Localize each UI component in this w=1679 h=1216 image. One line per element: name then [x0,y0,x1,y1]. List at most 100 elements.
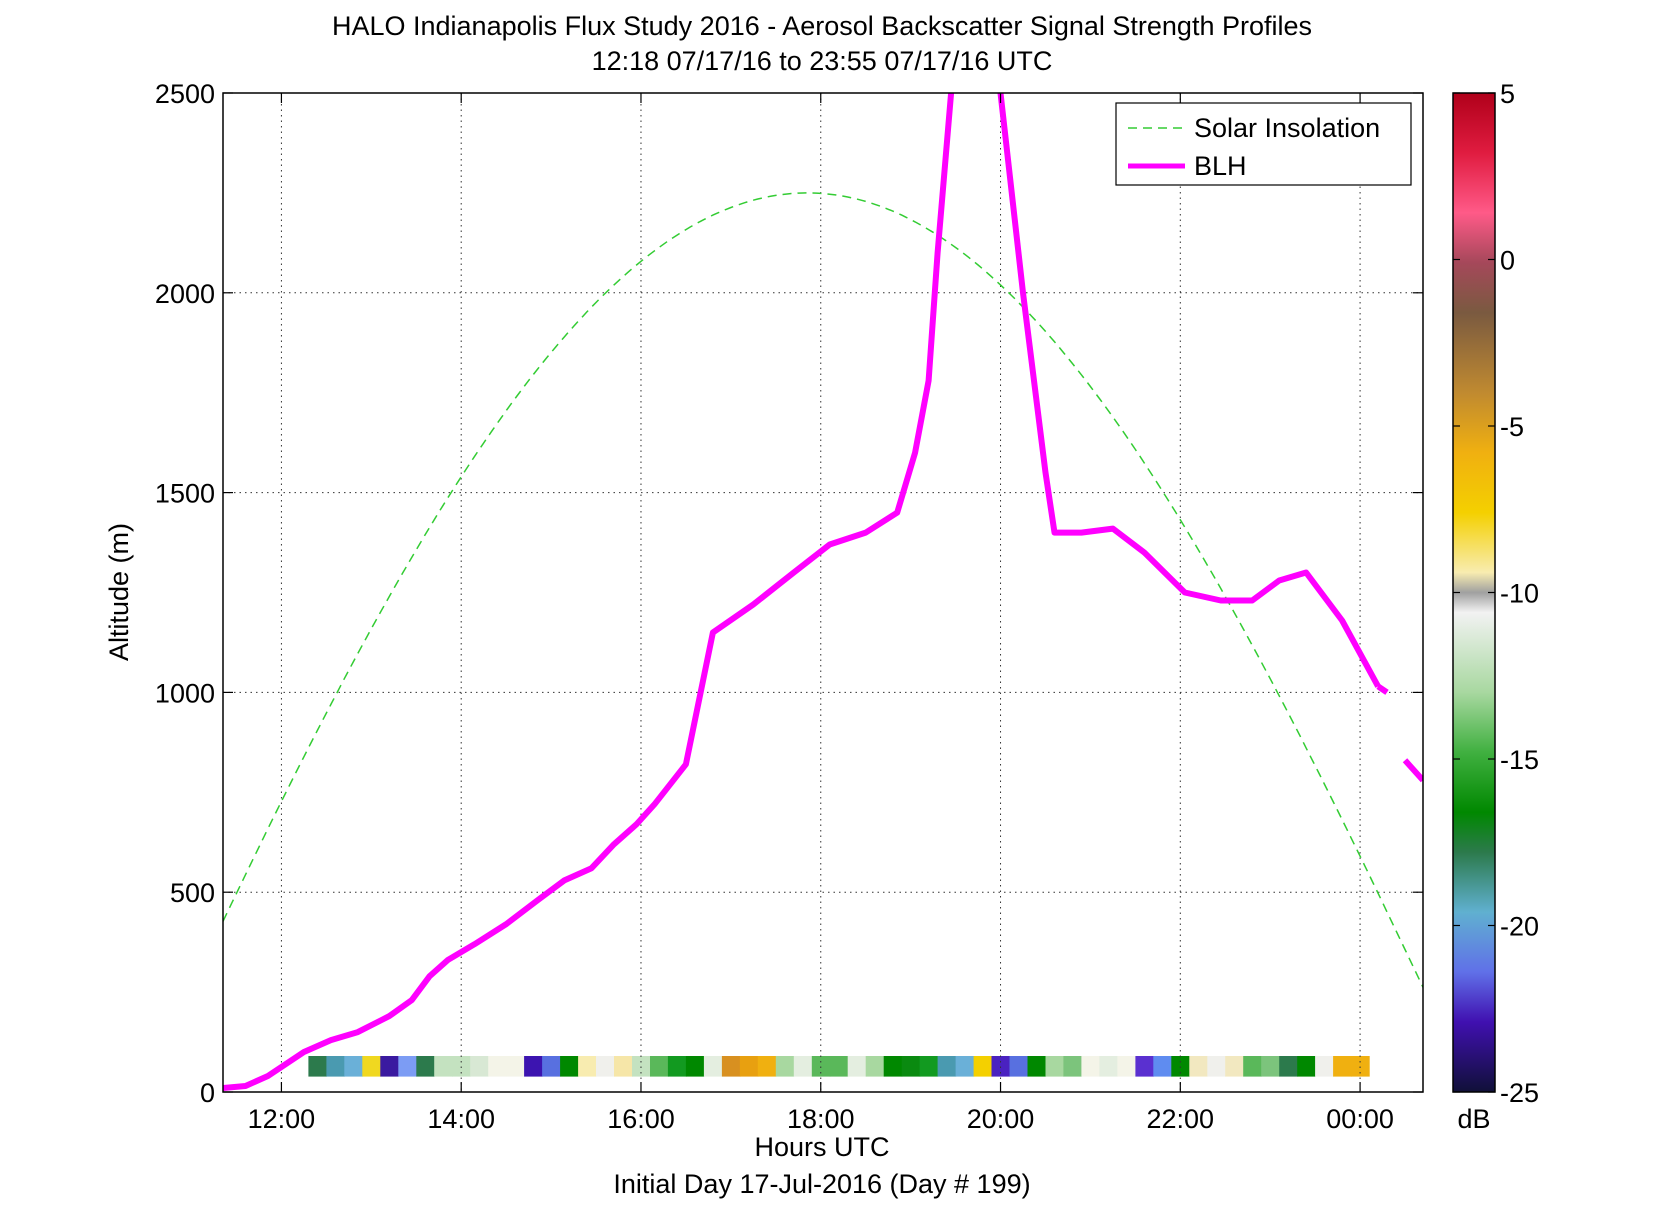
heatmap-cell [1315,1056,1334,1077]
heatmap-cell [1045,1056,1065,1077]
colorbar: 5 0 -5 -10 -15 -20 -25 dB [1452,79,1539,1134]
heatmap [308,1056,1370,1077]
x-axis: 12:00 14:00 16:00 18:00 20:00 22:00 00:00 [248,93,1394,1134]
heatmap-cell [488,1056,507,1077]
heatmap-cell [326,1056,345,1077]
x-tick-label: 12:00 [248,1104,316,1134]
heatmap-cell [1171,1056,1190,1077]
heatmap-cell [883,1056,903,1077]
heatmap-cell [452,1056,471,1077]
heatmap-cell [560,1056,579,1077]
heatmap-cell [362,1056,381,1077]
heatmap-cell [793,1056,813,1077]
heatmap-cell [937,1056,957,1077]
heatmap-cell [1207,1056,1226,1077]
heatmap-cell [919,1056,939,1077]
blh-line [1376,683,1389,695]
x-axis-label-2: Initial Day 17-Jul-2016 (Day # 199) [613,1169,1030,1199]
heatmap-cell [380,1056,399,1077]
legend: Solar Insolation BLH [1115,102,1412,186]
y-axis-label: Altitude (m) [104,523,134,661]
y-tick-label: 0 [200,1078,215,1108]
heatmap-cell [667,1056,687,1077]
heatmap-cell [614,1056,633,1077]
heatmap-cell [578,1056,597,1077]
heatmap-cell [1009,1056,1029,1077]
heatmap-cell [685,1056,705,1077]
y-axis: 0 500 1000 1500 2000 2500 [155,79,1423,1108]
colorbar-tick-label: -15 [1500,745,1539,775]
x-tick-label: 18:00 [787,1104,855,1134]
heatmap-cell [1333,1056,1352,1077]
heatmap-cell [308,1056,327,1077]
heatmap-cell [416,1056,435,1077]
colorbar-tick-label: 0 [1500,246,1515,276]
heatmap-cell [470,1056,489,1077]
heatmap-cell [739,1056,759,1077]
colorbar-tick-label: 5 [1500,79,1515,109]
colorbar-tick-label: -20 [1500,912,1539,942]
y-tick-label: 2000 [155,279,215,309]
heatmap-cell [398,1056,417,1077]
x-tick-label: 22:00 [1147,1104,1215,1134]
heatmap-cell [344,1056,363,1077]
heatmap-cell [596,1056,615,1077]
heatmap-cell [1081,1056,1100,1077]
heatmap-cell [955,1056,975,1077]
heatmap-cell [1225,1056,1244,1077]
heatmap-cell [991,1056,1011,1077]
heatmap-cell [1243,1056,1262,1077]
heatmap-cell [901,1056,921,1077]
plot-frame [222,92,1424,1093]
series-layer [223,93,1423,1091]
blh-line [1402,758,1423,783]
heatmap-cell [1117,1056,1136,1077]
heatmap-cell [506,1056,525,1077]
heatmap-cell [703,1056,723,1077]
heatmap-cell [434,1056,453,1077]
x-axis-label: Hours UTC [754,1132,889,1162]
heatmap-cell [1279,1056,1298,1077]
heatmap-cell [847,1056,867,1077]
legend-entry-blh: BLH [1194,151,1247,181]
heatmap-cell [775,1056,795,1077]
heatmap-cell [757,1056,777,1077]
heatmap-cell [829,1056,849,1077]
heatmap-cell [1297,1056,1316,1077]
heatmap-cell [1027,1056,1047,1077]
heatmap-cell [1351,1056,1370,1077]
colorbar-tick-label: -5 [1500,412,1524,442]
heatmap-cell [1153,1056,1172,1077]
heatmap-cell [973,1056,993,1077]
plot-background [223,93,1423,1092]
x-tick-label: 14:00 [427,1104,495,1134]
heatmap-cell [1063,1056,1082,1077]
blh-line [223,93,955,1091]
heatmap-cell [542,1056,561,1077]
heatmap-cell [650,1056,669,1077]
x-tick-label: 00:00 [1326,1104,1394,1134]
y-tick-label: 1500 [155,479,215,509]
heatmap-cell [524,1056,543,1077]
heatmap-cell [1135,1056,1154,1077]
heatmap-cell [1261,1056,1280,1077]
legend-entry-solar: Solar Insolation [1194,113,1380,143]
heatmap-cell [632,1056,651,1077]
y-tick-label: 500 [170,878,215,908]
colorbar-label: dB [1457,1104,1490,1134]
x-tick-label: 20:00 [967,1104,1035,1134]
heatmap-cell [721,1056,741,1077]
heatmap-cell [1189,1056,1208,1077]
chart-subtitle: 12:18 07/17/16 to 23:55 07/17/16 UTC [592,46,1053,76]
blh-line [997,93,1381,688]
y-tick-label: 1000 [155,678,215,708]
colorbar-tick-label: -10 [1500,579,1539,609]
heatmap-cell [865,1056,885,1077]
colorbar-tick-label: -25 [1500,1078,1539,1108]
heatmap-cell [811,1056,831,1077]
y-tick-label: 2500 [155,79,215,109]
heatmap-cell [1099,1056,1118,1077]
chart-title: HALO Indianapolis Flux Study 2016 - Aero… [332,11,1312,41]
x-tick-label: 16:00 [607,1104,675,1134]
